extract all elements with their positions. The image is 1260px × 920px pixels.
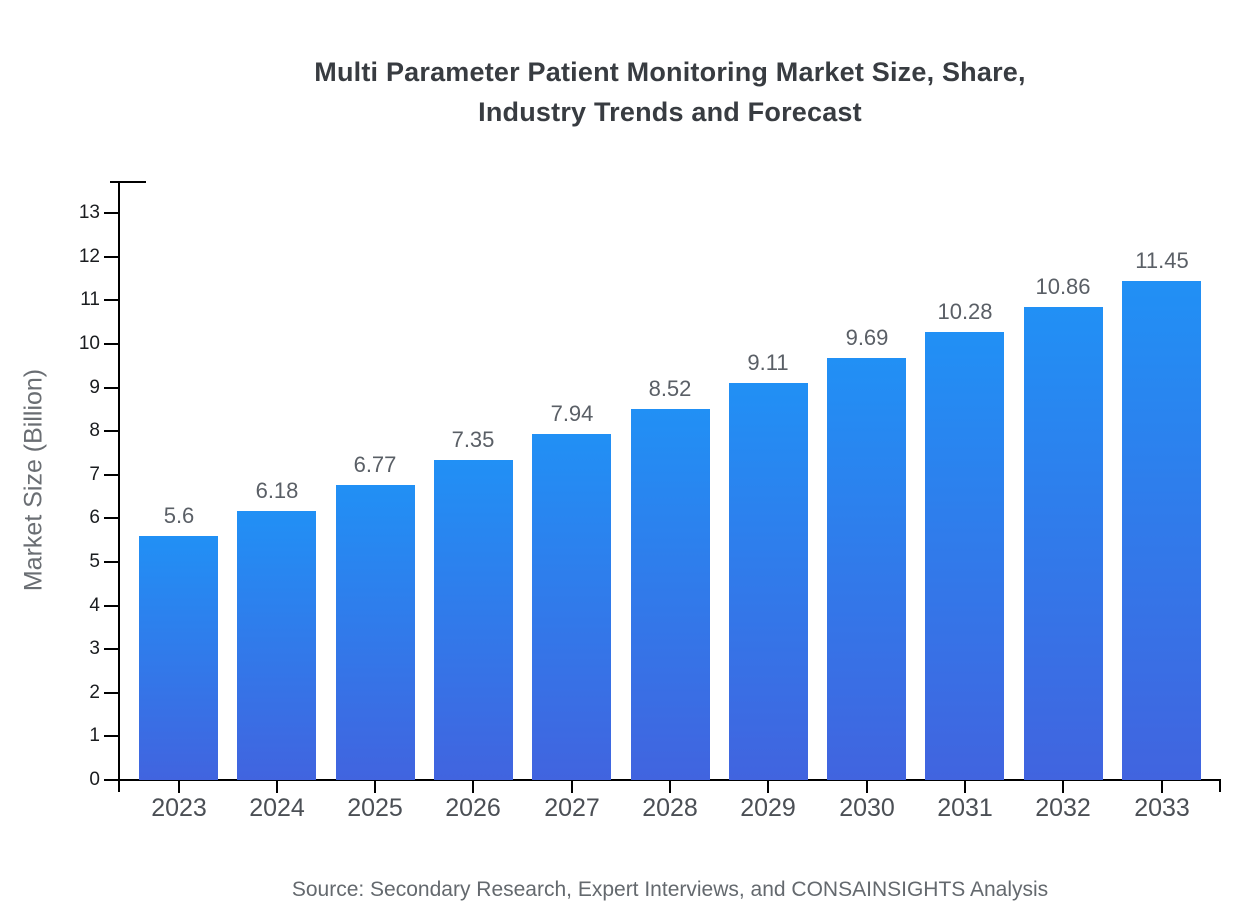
x-tick-label: 2031 [937,794,993,822]
y-tick [104,212,118,214]
x-tick [669,781,671,793]
y-tick-label: 7 [89,464,100,485]
y-tick [104,779,118,781]
y-tick [104,517,118,519]
x-tick [472,781,474,793]
y-tick [104,343,118,345]
bar-value-label: 10.28 [937,299,993,324]
x-tick [964,781,966,793]
y-tick-label: 2 [89,682,100,703]
y-tick-label: 12 [78,246,100,267]
y-tick [104,605,118,607]
x-tick-label: 2023 [151,794,207,822]
y-tick-label: 9 [89,377,100,398]
x-tick [178,781,180,793]
x-tick-label: 2032 [1035,794,1091,822]
y-tick-label: 8 [89,420,100,441]
y-tick-label: 10 [78,333,100,354]
bar-2024 [237,511,316,780]
y-tick-label: 3 [89,638,100,659]
bar-2026 [434,460,513,780]
bar-value-label: 5.6 [163,503,195,528]
x-tick [276,781,278,793]
bar-2023 [139,536,218,780]
bar-2025 [336,485,415,780]
bar-value-label: 9.69 [845,325,889,350]
y-tick [104,648,118,650]
x-tick [1161,781,1163,793]
bar-value-label: 10.86 [1035,274,1091,299]
x-tick-label: 2025 [347,794,403,822]
y-tick-label: 13 [78,202,100,223]
x-tick [866,781,868,793]
bar-2027 [532,434,611,780]
chart-title-line-1: Multi Parameter Patient Monitoring Marke… [314,57,1026,87]
y-tick-label: 11 [80,289,100,310]
y-tick-label: 4 [89,595,100,616]
y-axis-line [118,182,120,792]
x-tick [571,781,573,793]
bar-value-label: 8.52 [648,376,692,401]
x-tick [767,781,769,793]
bar-2033 [1122,281,1201,780]
y-tick-label: 1 [89,725,100,746]
y-tick [104,256,118,258]
x-tick-label: 2029 [740,794,796,822]
x-tick-label: 2028 [642,794,698,822]
bar-2030 [827,358,906,780]
bar-value-label: 7.35 [451,427,495,452]
bar-value-label: 6.18 [255,478,299,503]
x-tick-label: 2024 [249,794,305,822]
x-tick-label: 2026 [445,794,501,822]
y-tick-label: 5 [89,551,100,572]
y-tick-label: 0 [89,769,100,790]
chart-title-line-2: Industry Trends and Forecast [478,97,862,127]
y-tick [104,692,118,694]
y-axis-title: Market Size (Billion) [19,368,48,592]
bar-value-label: 7.94 [550,401,594,426]
bar-2028 [631,409,710,780]
source-note: Source: Secondary Research, Expert Inter… [291,878,1049,901]
y-tick [104,430,118,432]
y-tick [104,735,118,737]
x-tick-label: 2033 [1134,794,1190,822]
x-tick-label: 2027 [544,794,600,822]
bar-2031 [925,332,1004,780]
y-tick [104,299,118,301]
x-axis-line [118,779,1221,781]
y-tick [104,387,118,389]
y-tick-label: 6 [89,507,100,528]
x-tick-label: 2030 [839,794,895,822]
bar-value-label: 9.11 [747,350,789,375]
x-tick [374,781,376,793]
y-axis-top-cap [110,181,146,183]
chart-title: Multi Parameter Patient Monitoring Marke… [120,52,1220,132]
x-tick [1062,781,1064,793]
x-axis-end-tick [1219,779,1221,792]
bar-value-label: 11.45 [1135,248,1189,273]
y-tick [104,474,118,476]
y-tick [104,561,118,563]
bar-value-label: 6.77 [353,452,397,477]
bar-2029 [729,383,808,780]
bar-2032 [1024,307,1103,780]
